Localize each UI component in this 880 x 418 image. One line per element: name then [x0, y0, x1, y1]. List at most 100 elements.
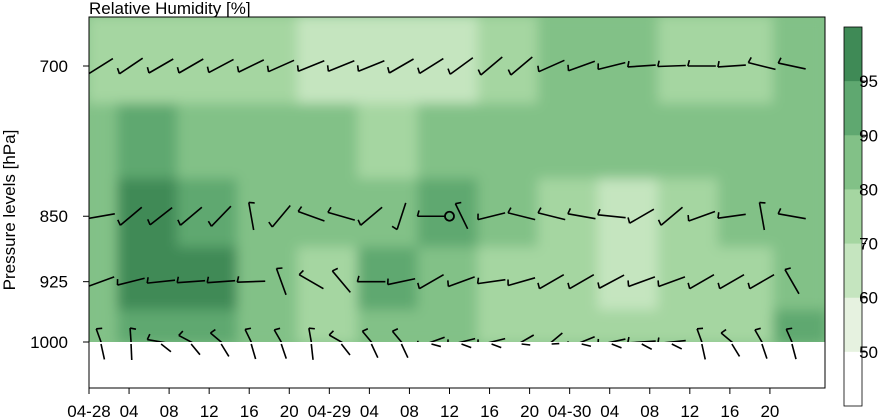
wind-barb: [297, 206, 325, 222]
wind-barb: [328, 330, 343, 342]
x-tick-label: 04: [360, 402, 379, 418]
wind-barb: [417, 57, 444, 75]
wind-barb: [687, 210, 716, 222]
wind-barb: [176, 58, 204, 74]
wind-barb: [391, 202, 407, 231]
rh-cell: [717, 246, 777, 314]
wind-barb: [327, 206, 356, 221]
wind-barb: [758, 201, 766, 231]
wind-barb: [687, 59, 716, 67]
wind-barb: [784, 267, 800, 295]
rh-cell: [237, 178, 302, 251]
rh-cell: [357, 309, 422, 342]
wind-barb: [116, 57, 144, 75]
wind-barb: [550, 332, 563, 342]
x-tick-label: 08: [160, 402, 179, 418]
rh-cell: [597, 246, 662, 314]
wind-barb: [627, 208, 655, 224]
colorbar-tick-label: 60: [859, 289, 878, 308]
wind-barb: [95, 327, 103, 342]
rh-cell: [237, 103, 302, 183]
rh-cell: [89, 309, 122, 342]
rh-cell: [772, 17, 825, 108]
wind-barb: [447, 57, 474, 75]
y-tick-label: 1000: [30, 333, 68, 352]
rh-cell: [297, 309, 362, 342]
rh-cell: [477, 178, 542, 251]
wind-barb: [296, 60, 325, 72]
colorbar-segment: [844, 81, 862, 136]
y-tick-label: 925: [40, 273, 68, 292]
rh-cell: [717, 309, 777, 342]
wind-barb: [627, 276, 656, 288]
wind-barb: [747, 56, 776, 71]
rh-cell: [537, 103, 602, 183]
wind-barb: [146, 333, 166, 342]
rh-cell: [477, 17, 542, 108]
wind-barb: [236, 59, 265, 73]
wind-barb: [477, 337, 506, 342]
rh-cell: [89, 103, 122, 183]
y-tick-label: 700: [40, 57, 68, 76]
rh-cell: [657, 309, 722, 342]
x-tick-label: 16: [240, 402, 259, 418]
x-tick-label: 12: [680, 402, 699, 418]
wind-barb: [461, 343, 472, 349]
wind-barb: [717, 273, 745, 290]
wind-barb: [657, 276, 686, 288]
wind-barb: [236, 276, 266, 283]
rh-cell: [357, 246, 422, 314]
wind-barb: [89, 57, 114, 75]
colorbar-segment: [844, 135, 862, 190]
rh-cell: [89, 178, 122, 251]
x-axis: 04-28 04 08 12 16 20 04-29 04 08 12 16 20 04-30 04 08 1…: [67, 388, 779, 418]
wind-barb: [356, 275, 386, 283]
rh-cell: [117, 103, 182, 183]
wind-barb: [657, 60, 686, 68]
wind-barb: [326, 60, 355, 72]
wind-barb: [160, 343, 172, 353]
wind-barb: [310, 343, 314, 360]
rh-cell: [89, 17, 122, 108]
wind-barb: [731, 343, 741, 357]
wind-barb: [476, 277, 506, 285]
wind-barb: [537, 207, 566, 221]
x-tick-label: 20: [520, 402, 539, 418]
wind-barb: [129, 327, 137, 342]
wind-barb: [567, 208, 596, 220]
wind-barb: [266, 59, 295, 73]
colorbar-tick-label: 95: [859, 72, 878, 91]
wind-barb: [754, 327, 763, 342]
wind-barb: [273, 327, 283, 342]
rh-cell: [657, 17, 722, 108]
rh-cell: [417, 309, 482, 342]
rh-cell: [357, 103, 422, 183]
wind-barb: [116, 277, 145, 286]
wind-barb: [400, 343, 409, 359]
wind-barb: [567, 60, 596, 72]
wind-barb: [521, 343, 531, 346]
colorbar-segment: [844, 351, 862, 407]
rh-cell: [772, 246, 825, 314]
wind-barb: [89, 213, 115, 220]
colorbar-tick-label: 70: [859, 235, 878, 254]
rh-cell: [597, 178, 662, 251]
rh-cell: [657, 178, 722, 251]
rh-cell: [237, 309, 302, 342]
wind-barb: [275, 267, 287, 296]
rh-cell: [772, 309, 825, 342]
wind-barb: [597, 274, 625, 289]
wind-barb: [331, 267, 351, 293]
wind-barb: [370, 343, 379, 359]
wind-barb: [761, 343, 768, 359]
calm-wind-marker: [444, 210, 455, 222]
colorbar-frame: [843, 26, 863, 407]
rh-cell: [177, 17, 242, 108]
chart-title: Relative Humidity [%]: [89, 0, 251, 18]
x-tick-label: 08: [640, 402, 659, 418]
x-tick-label: 04-28: [67, 402, 110, 418]
wind-barb: [567, 336, 595, 342]
wind-barb: [248, 201, 255, 231]
wind-barb: [100, 343, 106, 360]
y-axis: 700 850 925 1000: [30, 57, 89, 352]
